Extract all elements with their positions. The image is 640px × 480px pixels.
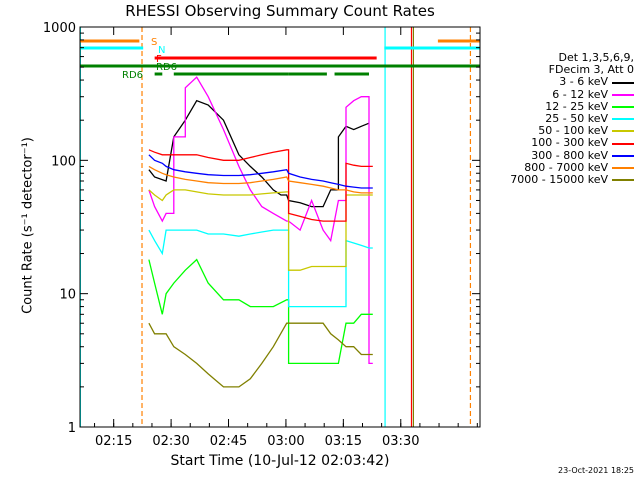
- y-tick-label-3: 1000: [43, 21, 76, 36]
- legend-item-4: 50 - 100 keV: [484, 125, 634, 137]
- legend-label: 100 - 300 keV: [531, 136, 608, 150]
- legend-swatch: [612, 93, 634, 96]
- legend-label: 300 - 800 keV: [531, 148, 608, 162]
- legend-item-2: 12 - 25 keV: [484, 99, 634, 113]
- x-tick-label-4: 03:15: [325, 434, 362, 449]
- chart-title: RHESSI Observing Summary Count Rates: [125, 2, 435, 20]
- legend-swatch: [612, 166, 634, 169]
- series-line-5: [148, 149, 373, 222]
- legend-item-0: 3 - 6 keV: [484, 76, 634, 88]
- legend-swatch: [612, 130, 634, 133]
- y-tick-label-2: 100: [51, 154, 76, 169]
- legend-swatch: [612, 81, 634, 84]
- legend-label: 6 - 12 keV: [552, 87, 608, 101]
- flag-label-4: RD6: [122, 70, 143, 81]
- flag-label-3: RD6: [156, 62, 177, 73]
- legend-swatch: [612, 142, 634, 145]
- x-tick-label-2: 02:45: [210, 434, 247, 449]
- legend-item-1: 6 - 12 keV: [484, 87, 634, 101]
- legend-swatch: [612, 105, 634, 108]
- series-line-1: [148, 76, 373, 365]
- legend: Det 1,3,5,6,9, FDecim 3, Att 0 3 - 6 keV…: [484, 51, 634, 187]
- legend-swatch: [612, 154, 634, 157]
- flag-label-0: S: [151, 37, 157, 48]
- legend-header-line-2: FDecim 3, Att 0: [548, 63, 634, 77]
- legend-item-3: 25 - 50 keV: [484, 112, 634, 126]
- y-tick-label-0: 1: [68, 421, 76, 436]
- plot-frame: [79, 26, 481, 428]
- timestamp: 23-Oct-2021 18:25: [558, 466, 634, 475]
- legend-label: 12 - 25 keV: [545, 99, 608, 113]
- legend-item-8: 7000 - 15000 keV: [484, 173, 634, 187]
- legend-label: 50 - 100 keV: [538, 124, 608, 138]
- legend-item-7: 800 - 7000 keV: [484, 160, 634, 174]
- series-line-3: [148, 229, 373, 308]
- x-tick-label-0: 02:15: [95, 434, 132, 449]
- flag-label-2: F: [156, 54, 162, 65]
- legend-item-5: 100 - 300 keV: [484, 137, 634, 149]
- legend-label: 7000 - 15000 keV: [510, 173, 608, 187]
- series-line-7: [148, 165, 373, 194]
- x-tick-label-1: 02:30: [152, 434, 189, 449]
- legend-label: 3 - 6 keV: [559, 75, 608, 89]
- series-line-2: [148, 258, 373, 365]
- series-line-8: [148, 322, 373, 388]
- series-line-0: [148, 99, 370, 208]
- legend-label: 800 - 7000 keV: [524, 160, 608, 174]
- x-tick-label-5: 03:30: [382, 434, 419, 449]
- legend-swatch: [612, 179, 634, 182]
- legend-label: 25 - 50 keV: [545, 112, 608, 126]
- y-tick-label-1: 10: [59, 288, 76, 303]
- flag-label-1: N: [158, 45, 165, 56]
- legend-item-6: 300 - 800 keV: [484, 148, 634, 162]
- series-line-6: [148, 154, 373, 189]
- x-tick-label-3: 03:00: [267, 434, 304, 449]
- legend-swatch: [612, 118, 634, 121]
- x-axis-label: Start Time (10-Jul-12 02:03:42): [170, 453, 390, 469]
- legend-header-line-1: Det 1,3,5,6,9,: [558, 51, 634, 64]
- y-axis-label: Count Rate (s⁻¹ detector⁻¹): [20, 137, 36, 314]
